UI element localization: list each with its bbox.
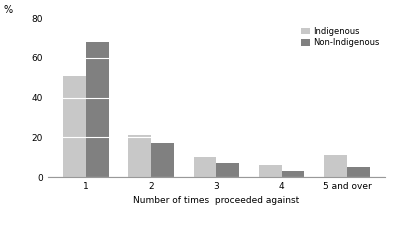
Legend: Indigenous, Non-Indigenous: Indigenous, Non-Indigenous: [300, 25, 381, 49]
Bar: [128, 135, 151, 177]
Bar: [193, 157, 216, 177]
Bar: [151, 143, 174, 177]
Bar: [216, 163, 239, 177]
Bar: [63, 76, 86, 177]
Bar: [281, 171, 304, 177]
X-axis label: Number of times  proceeded against: Number of times proceeded against: [133, 197, 299, 205]
Bar: [259, 165, 281, 177]
Bar: [324, 155, 347, 177]
Bar: [347, 167, 370, 177]
Text: %: %: [4, 5, 13, 15]
Bar: [86, 42, 109, 177]
